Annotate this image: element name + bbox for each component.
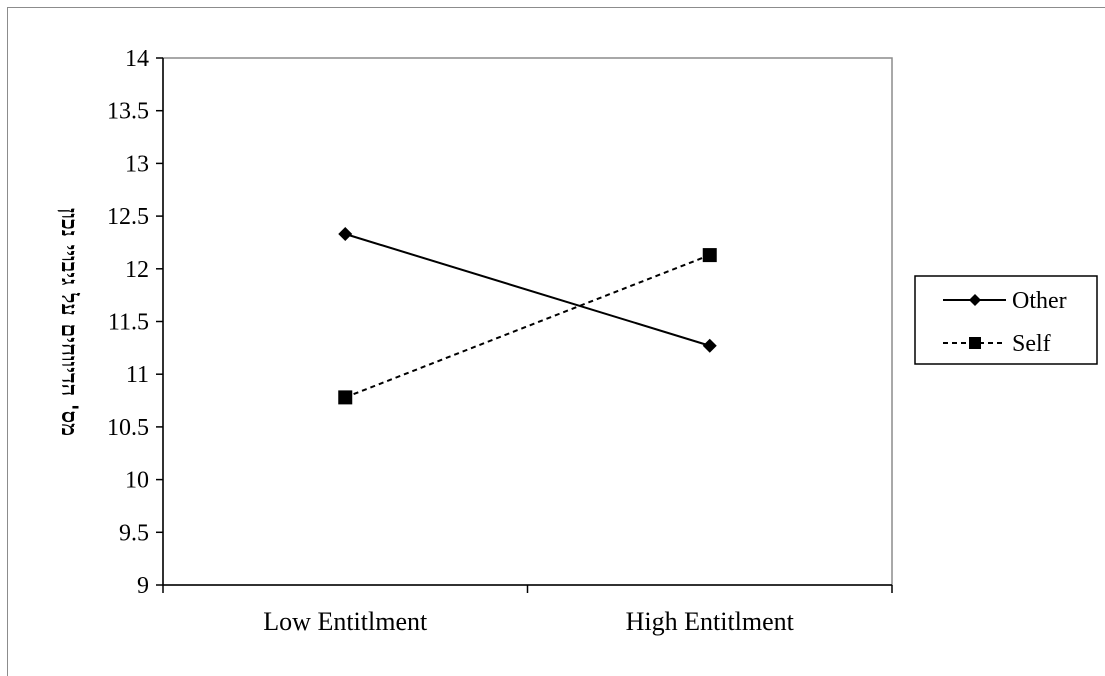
series-line-self [344, 254, 711, 399]
legend-item-other: Other [943, 288, 1067, 314]
y-tick-label: 12 [125, 257, 149, 283]
y-tick-label: 11 [126, 362, 149, 388]
y-tick-label: 12.5 [107, 204, 149, 230]
legend-marker-square-icon [969, 337, 981, 349]
legend-box [914, 275, 1098, 365]
y-tick-label: 13.5 [107, 99, 149, 125]
y-tick-label: 10 [125, 468, 149, 494]
plot-area [162, 57, 893, 586]
chart-frame [7, 7, 1105, 676]
x-category-label: Low Entitlment [263, 607, 428, 636]
series-layer [338, 227, 717, 405]
y-tick-label: 11.5 [108, 310, 149, 336]
data-point-self [702, 248, 717, 263]
legend-label-other: Other [1012, 288, 1067, 314]
y-tick-label: 9.5 [119, 520, 149, 546]
legend-item-self: Self [943, 331, 1051, 357]
y-tick-label: 13 [125, 151, 149, 177]
y-tick-label: 14 [125, 46, 149, 72]
data-point-self [338, 390, 353, 405]
data-point-other [702, 338, 717, 353]
y-tick-label: 10.5 [107, 415, 149, 441]
data-point-other [338, 227, 353, 242]
series-line-other [344, 233, 711, 347]
legend: Other Self [914, 275, 1098, 365]
x-category-label: High Entitlment [626, 607, 795, 636]
legend-marker-diamond-icon [969, 294, 981, 306]
x-axis-ticks: Low Entitlment High Entitlment [162, 585, 893, 636]
y-tick-label: 9 [137, 573, 149, 599]
legend-label-self: Self [1012, 331, 1051, 357]
y-axis-title: מס' הדיווחים על גיבויי נכון [56, 208, 82, 436]
y-axis-ticks: 9 9.5 10 10.5 11 11.5 12 12.5 13 13.5 14 [107, 46, 163, 599]
